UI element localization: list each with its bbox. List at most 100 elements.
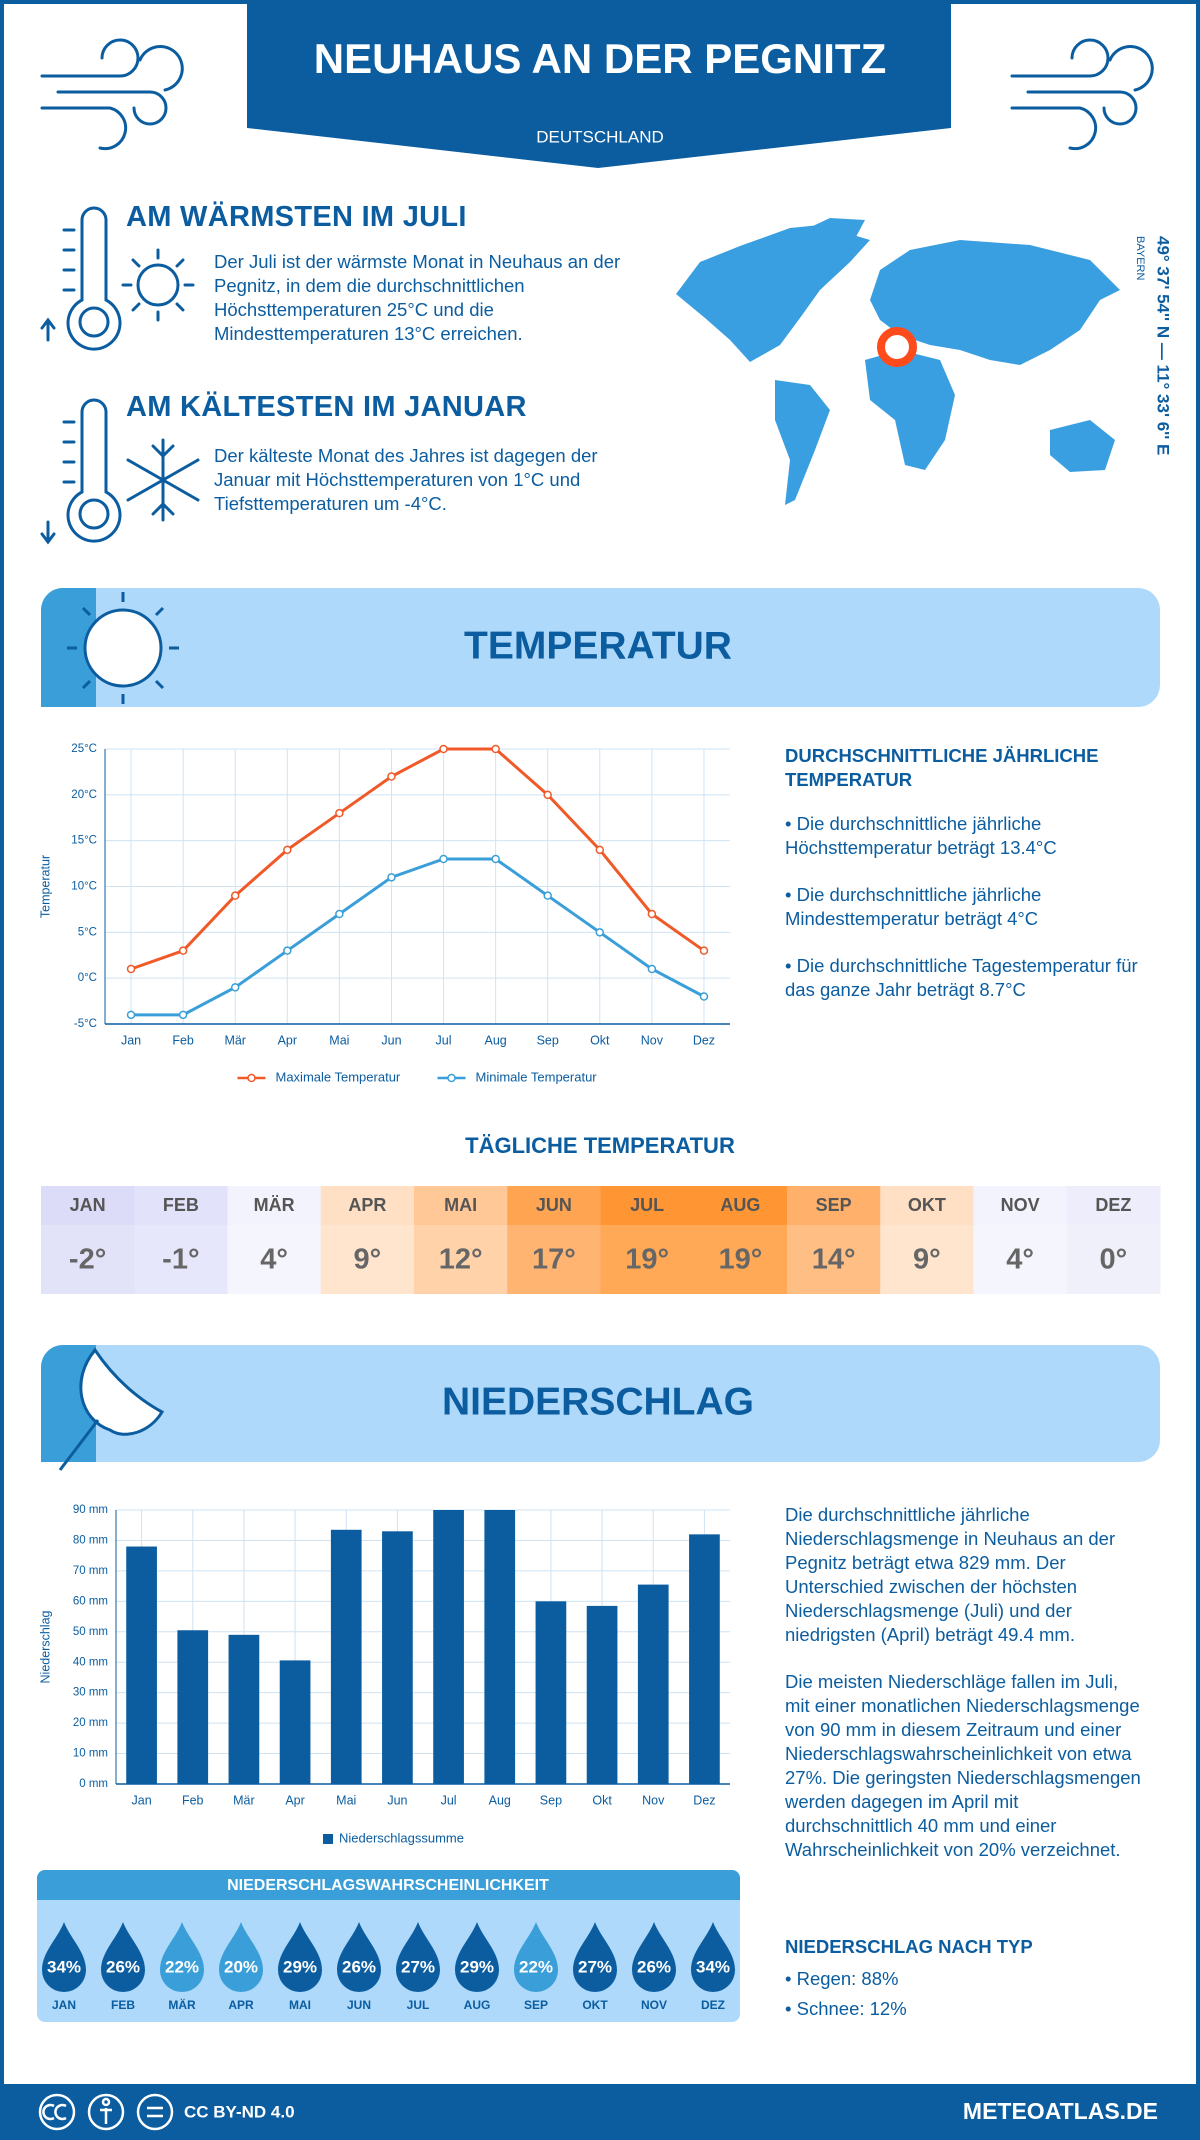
bar: [228, 1634, 260, 1784]
bar: [484, 1510, 516, 1784]
y-tick-label: 20 mm: [73, 1717, 108, 1729]
y-tick-label: 70 mm: [73, 1565, 108, 1577]
point: [126, 964, 136, 974]
x-tick-label: Dez: [693, 1793, 715, 1807]
x-tick-label: Dez: [693, 1033, 715, 1047]
month-label: MÄR: [254, 1195, 295, 1215]
temperature-value: -1°: [162, 1244, 199, 1276]
month-label: DEZ: [1095, 1195, 1131, 1215]
month-label: AUG: [720, 1195, 760, 1215]
y-tick-label: 20°C: [71, 789, 97, 801]
page-title: NEUHAUS AN DER PEGNITZ: [314, 35, 886, 82]
probability-value: 20%: [224, 1957, 258, 1976]
x-tick-label: Feb: [182, 1793, 204, 1807]
value-cell-tint: [227, 1225, 322, 1294]
x-tick-label: Jan: [132, 1793, 152, 1807]
x-tick-label: Jun: [387, 1793, 407, 1807]
drop: [160, 1922, 204, 1992]
x-tick-label: Jan: [121, 1033, 141, 1047]
probability-value: 22%: [519, 1957, 553, 1976]
thermometer-warm-icon: [40, 206, 195, 351]
probability-month: JAN: [52, 1998, 76, 2012]
legend-label: Maximale Temperatur: [276, 1069, 401, 1084]
probability-month: DEZ: [701, 1998, 725, 2012]
sun-icon: [67, 592, 179, 704]
footer-band: [0, 2084, 1200, 2140]
type-title: NIEDERSCHLAG NACH TYP: [785, 1936, 1033, 1957]
point: [699, 992, 709, 1001]
value-cell: [41, 1225, 135, 1294]
value-cell: [973, 1225, 1068, 1294]
value-cell-tint: [880, 1225, 974, 1294]
temperature-value: -2°: [69, 1244, 106, 1276]
x-tick-label: Mai: [329, 1033, 349, 1047]
probability-month: NOV: [641, 1998, 667, 2012]
point: [543, 891, 552, 900]
point: [178, 1010, 188, 1020]
probability-value: 26%: [637, 1957, 671, 1976]
point: [230, 983, 240, 992]
x-tick-label: Aug: [489, 1793, 511, 1807]
x-tick-label: Okt: [592, 1793, 612, 1807]
temperature-value: 0°: [1100, 1244, 1128, 1276]
point: [126, 1010, 136, 1020]
point: [283, 946, 292, 955]
precipitation-paragraph: Die meisten Niederschläge fallen im Juli…: [785, 1671, 1141, 1860]
y-tick-label: 10°C: [71, 881, 97, 893]
type-item: • Regen: 88%: [785, 1968, 899, 1989]
section-banner: [41, 1345, 1160, 1462]
annual-bullet: • Die durchschnittliche jährliche Höchst…: [785, 813, 1057, 858]
x-tick-label: Jun: [381, 1033, 401, 1047]
value-cell: [1066, 1225, 1161, 1294]
drop: [337, 1922, 381, 1992]
month-label: APR: [348, 1195, 386, 1215]
legend-label: Minimale Temperatur: [476, 1069, 598, 1084]
x-tick-label: Mai: [336, 1793, 356, 1807]
thermometer-cold-icon: [40, 398, 200, 545]
probability-month: MAI: [289, 1998, 311, 2012]
drop: [101, 1922, 145, 1992]
location-marker: [877, 327, 917, 367]
value-cell-tint: [1066, 1225, 1161, 1294]
value-cell-tint: [134, 1225, 228, 1294]
umbrella-icon: [58, 1347, 165, 1471]
month-cell: [693, 1186, 788, 1225]
line: [131, 857, 705, 1017]
probability-month: FEB: [111, 1998, 135, 2012]
annual-bullet: • Die durchschnittliche Tagestemperatur …: [785, 955, 1138, 1000]
y-tick-label: 0°C: [78, 972, 97, 984]
value-cell: [880, 1225, 974, 1294]
bar: [382, 1531, 413, 1784]
drop: [278, 1922, 322, 1992]
x-tick-label: Mär: [224, 1033, 246, 1047]
point: [439, 744, 448, 754]
probability-value: 26%: [342, 1957, 376, 1976]
month-cell: [41, 1186, 135, 1225]
world-map: [676, 218, 1120, 505]
y-tick-label: 5°C: [78, 926, 97, 938]
page-subtitle: DEUTSCHLAND: [536, 127, 664, 146]
point: [491, 744, 500, 754]
point: [283, 845, 292, 855]
probability-value: 22%: [165, 1957, 199, 1976]
annual-bullet: • Die durchschnittliche jährliche Mindes…: [785, 884, 1042, 929]
drop: [632, 1922, 676, 1992]
x-tick-label: Jul: [441, 1793, 457, 1807]
drop: [573, 1922, 617, 1992]
month-label: JUN: [536, 1195, 572, 1215]
point: [335, 808, 344, 818]
point: [647, 964, 657, 974]
temperature-value: 19°: [625, 1244, 669, 1276]
temperature-value: 4°: [1006, 1244, 1034, 1276]
probability-header: [37, 1870, 740, 1900]
probability-value: 34%: [47, 1957, 81, 1976]
temperature-value: 9°: [913, 1244, 941, 1276]
license-icons: [38, 2093, 174, 2131]
highlight-title: AM WÄRMSTEN IM JULI: [126, 201, 467, 233]
wind-icon: [40, 38, 184, 151]
legend-swatch: [323, 1834, 333, 1844]
site-name: METEOATLAS.DE: [963, 2098, 1158, 2124]
drop: [514, 1922, 558, 1992]
annual-title: DURCHSCHNITTLICHE JÄHRLICHE TEMPERATUR: [785, 745, 1099, 790]
probability-month: MÄR: [168, 1997, 196, 2012]
